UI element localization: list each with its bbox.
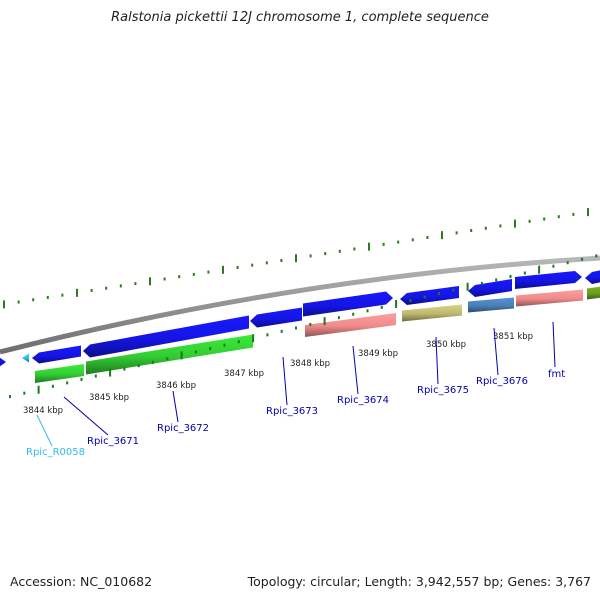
map-title: Ralstonia pickettii 12J chromosome 1, co… bbox=[111, 10, 489, 25]
scale-label: 3847 kbp bbox=[224, 369, 264, 379]
label-leader-line bbox=[63, 396, 109, 436]
feature-partial-left bbox=[0, 357, 6, 367]
feature-rna-small bbox=[22, 352, 29, 363]
feature-pink-1 bbox=[305, 313, 396, 337]
scale-label: 3844 kbp bbox=[23, 406, 63, 416]
label-leader-line bbox=[552, 321, 556, 368]
gene-label: Rpic_3676 bbox=[476, 376, 528, 387]
gene-label: Rpic_3672 bbox=[157, 423, 209, 434]
outer-tick-track bbox=[3, 208, 589, 309]
gene-label: Rpic_3675 bbox=[417, 385, 469, 396]
accession-text: Accession: NC_010682 bbox=[10, 574, 153, 589]
scale-label: 3850 kbp bbox=[426, 340, 466, 350]
feature-blue-3 bbox=[250, 307, 302, 328]
feature-pink-2 bbox=[516, 289, 583, 307]
label-leader-line bbox=[352, 345, 359, 395]
scale-label: 3845 kbp bbox=[89, 393, 129, 403]
feature-olive bbox=[587, 286, 600, 300]
gene-label: Rpic_R0058 bbox=[26, 447, 85, 458]
chromosome-backbone bbox=[0, 255, 600, 355]
scale-labels: 3844 kbp 3845 kbp 3846 kbp 3847 kbp 3848 kbp… bbox=[23, 332, 533, 416]
gene-label: Rpic_3674 bbox=[337, 395, 389, 406]
feature-blue-4 bbox=[303, 291, 393, 317]
feature-green-2 bbox=[86, 334, 253, 375]
label-connectors bbox=[36, 321, 556, 447]
feature-blue-6 bbox=[468, 279, 512, 297]
gene-label: Rpic_3673 bbox=[266, 406, 318, 417]
label-leader-line bbox=[172, 390, 179, 423]
feature-blue-7 bbox=[515, 271, 582, 289]
feature-green-1 bbox=[35, 364, 84, 383]
label-leader-line bbox=[493, 327, 499, 376]
label-leader-line bbox=[435, 336, 439, 385]
label-leader-line bbox=[282, 356, 288, 406]
scale-label: 3851 kbp bbox=[493, 332, 533, 342]
label-leader-line bbox=[36, 414, 53, 447]
feature-blue-2 bbox=[83, 315, 249, 358]
feature-track bbox=[0, 270, 600, 383]
inner-tick-track bbox=[9, 254, 598, 399]
scale-label: 3848 kbp bbox=[290, 359, 330, 369]
feature-blue-1 bbox=[32, 345, 81, 364]
gene-label: Rpic_3671 bbox=[87, 436, 139, 447]
feature-steelblue bbox=[468, 297, 514, 313]
scale-label: 3849 kbp bbox=[358, 349, 398, 359]
feature-blue-5 bbox=[400, 286, 459, 305]
gene-label: fmt bbox=[548, 369, 565, 380]
scale-label: 3846 kbp bbox=[156, 381, 196, 391]
summary-text: Topology: circular; Length: 3,942,557 bp… bbox=[247, 574, 591, 589]
feature-khaki bbox=[402, 304, 462, 322]
feature-blue-8 bbox=[585, 270, 600, 284]
